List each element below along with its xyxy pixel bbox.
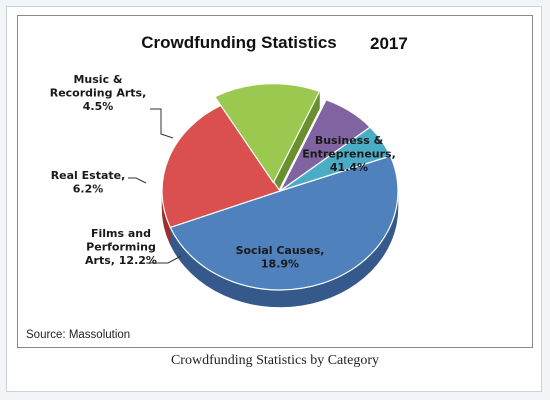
leader-line-films-and-performing-arts [146,255,182,264]
chart-title: Crowdfunding Statistics [141,33,337,52]
pie-chart: Crowdfunding Statistics 2017 Business & E… [26,33,408,341]
chart-panel: Crowdfunding Statistics 2017 Business & E… [17,15,533,348]
slice-label-social-causes: Social Causes, 18.9% [236,244,325,271]
chart-title-year: 2017 [370,34,408,53]
slice-label-real-estate: Real Estate, 6.2% [51,169,126,196]
leader-line-music-and-recording-arts [150,108,174,139]
slice-business-and-entrepreneurs [169,155,399,291]
slice-label-music-and-recording-arts: Music & Recording Arts, 4.5% [50,73,147,113]
slice-music-and-recording-arts [279,126,392,192]
figure-caption: Crowdfunding Statistics by Category [170,353,380,368]
source-note: Source: Massolution [26,329,130,341]
leader-line-real-estate [128,177,147,184]
slice-label-films-and-performing-arts: Films and Performing Arts, 12.2% [85,227,157,267]
slice-label-business-and-entrepreneurs: Business & Entrepreneurs, 41.4% [302,134,396,174]
slice-social-causes [161,104,281,229]
slice-films-and-performing-arts [213,83,321,184]
